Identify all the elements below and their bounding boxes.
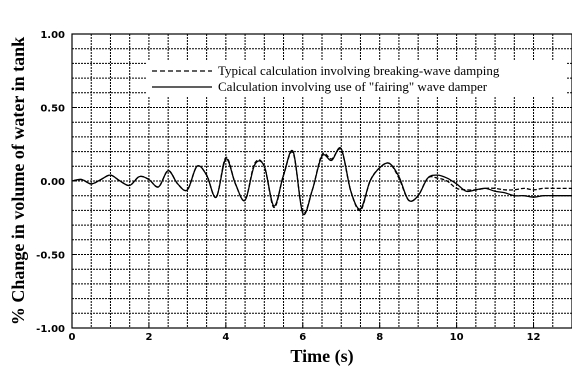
- x-tick-label: 12: [527, 332, 541, 343]
- legend: Typical calculation involving breaking-w…: [146, 60, 566, 96]
- x-tick-label: 2: [145, 332, 152, 343]
- y-tick-label: 1.00: [40, 30, 65, 41]
- y-tick-label: 0.50: [40, 104, 65, 115]
- x-axis-title: Time (s): [290, 346, 353, 367]
- x-tick-label: 0: [69, 332, 76, 343]
- legend-label-fairing: Calculation involving use of "fairing" w…: [218, 79, 488, 94]
- legend-label-breaking-wave: Typical calculation involving breaking-w…: [218, 63, 500, 78]
- series-layer: [71, 146, 572, 216]
- series-line-fairing: [71, 146, 572, 216]
- y-tick-label: -1.00: [36, 324, 65, 335]
- tick-layer: 0 2 4 6 8 10 12 1.00 0.50 0.00 -0.50 -1.00: [36, 30, 540, 343]
- x-tick-label: 4: [222, 332, 229, 343]
- legend-background: [146, 60, 566, 96]
- x-tick-label: 8: [376, 332, 383, 343]
- y-axis-title: % Change in volume of water in tank: [8, 37, 28, 325]
- y-tick-label: 0.00: [40, 177, 65, 188]
- x-tick-label: 6: [299, 332, 306, 343]
- y-tick-label: -0.50: [36, 251, 65, 262]
- x-tick-label: 10: [450, 332, 464, 343]
